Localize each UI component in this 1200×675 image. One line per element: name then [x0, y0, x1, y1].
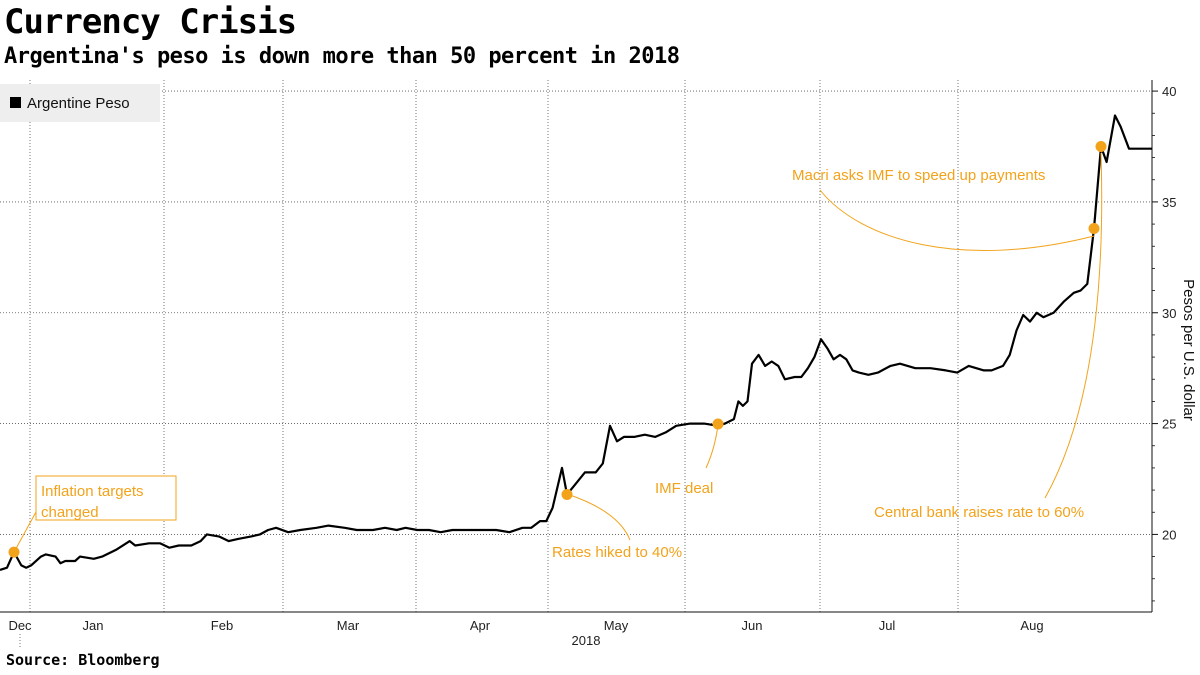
annotation-text: changed — [41, 504, 99, 521]
y-tick-label: 40 — [1162, 84, 1176, 99]
annotation-text: IMF deal — [655, 480, 713, 497]
y-tick-label: 20 — [1162, 527, 1176, 542]
y-tick-label: 25 — [1162, 417, 1176, 432]
series-line-argentine-peso — [0, 114, 1152, 571]
annotation-text: Inflation targets — [41, 483, 144, 500]
annotation-leader — [13, 511, 37, 553]
grid — [0, 80, 1152, 612]
y-tick-label: 35 — [1162, 195, 1176, 210]
legend: Argentine Peso — [0, 84, 160, 122]
annotation-leader — [819, 189, 1095, 251]
x-tick-label: Mar — [337, 618, 360, 633]
legend-label: Argentine Peso — [27, 95, 130, 112]
annotation-box — [35, 475, 177, 521]
annotation-leader — [566, 493, 631, 541]
chart-title: Currency Crisis — [4, 2, 297, 42]
x-tick-label: Aug — [1020, 618, 1043, 633]
annotation-leader — [1044, 152, 1103, 499]
annotation-marker — [561, 489, 573, 501]
axes: 20 25 30 35 40 Dec Jan Feb Mar Apr May Jun Jul Aug 201… — [0, 80, 1197, 648]
x-tick-label: Feb — [211, 618, 233, 633]
annotation-leader — [705, 424, 719, 469]
x-tick-label: May — [604, 618, 629, 633]
x-tick-label: Jun — [742, 618, 763, 633]
x-tick-label: Jul — [879, 618, 896, 633]
chart-subtitle: Argentina's peso is down more than 50 pe… — [4, 44, 680, 69]
x-tick-label: Apr — [470, 618, 491, 633]
annotation-text: Macri asks IMF to speed up payments — [792, 167, 1045, 184]
y-axis-label: Pesos per U.S. dollar — [1180, 279, 1197, 421]
annotation-marker — [1095, 141, 1107, 152]
legend-background — [0, 84, 160, 122]
annotation-marker — [712, 418, 724, 430]
x-tick-label: Dec — [8, 618, 32, 633]
y-tick-label: 30 — [1162, 306, 1176, 321]
legend-swatch — [10, 97, 21, 108]
annotation-marker — [1088, 223, 1100, 235]
annotation-marker — [8, 546, 20, 558]
series-layer — [0, 114, 1152, 571]
annotation-text: Rates hiked to 40% — [552, 544, 682, 561]
year-label: 2018 — [572, 633, 601, 648]
annotation-text: Central bank raises rate to 60% — [874, 504, 1084, 521]
source-note: Source: Bloomberg — [6, 651, 160, 669]
annotations: Inflation targets changed Rates hiked to 4… — [8, 141, 1107, 561]
x-tick-label: Jan — [83, 618, 104, 633]
